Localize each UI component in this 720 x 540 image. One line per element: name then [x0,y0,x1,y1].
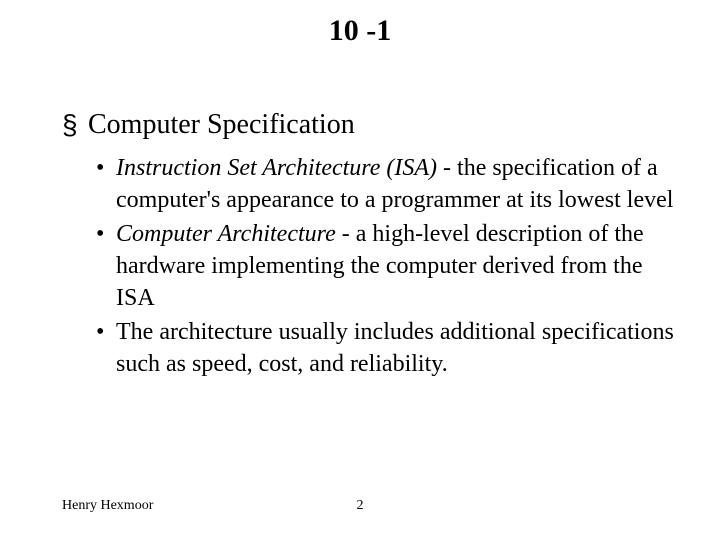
list-item-emphasis: Instruction Set Architecture (ISA) [116,155,437,181]
heading-row: § Computer Specification [62,108,680,142]
list-item-text: Computer Architecture - a high-level des… [116,218,680,314]
list-item-text: The architecture usually includes additi… [116,316,680,380]
list-item-rest: The architecture usually includes additi… [116,319,674,377]
slide: 10 -1 § Computer Specification • Instruc… [0,0,720,540]
list-item-text: Instruction Set Architecture (ISA) - the… [116,152,680,216]
dot-bullet-icon: • [96,152,116,184]
square-bullet-icon: § [62,108,88,142]
dot-bullet-icon: • [96,316,116,348]
list-item: • Computer Architecture - a high-level d… [96,218,680,314]
sub-bullet-list: • Instruction Set Architecture (ISA) - t… [96,152,680,380]
list-item: • The architecture usually includes addi… [96,316,680,380]
footer-page-number: 2 [0,498,720,514]
list-item: • Instruction Set Architecture (ISA) - t… [96,152,680,216]
heading-text: Computer Specification [88,108,355,142]
list-item-emphasis: Computer Architecture [116,221,336,247]
slide-title: 10 -1 [0,14,720,48]
dot-bullet-icon: • [96,218,116,250]
slide-content: § Computer Specification • Instruction S… [62,108,680,382]
